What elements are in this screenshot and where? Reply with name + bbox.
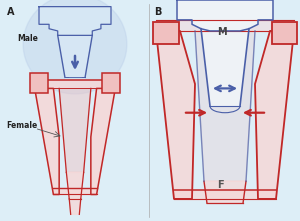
- FancyBboxPatch shape: [30, 73, 48, 93]
- Polygon shape: [39, 7, 111, 35]
- Polygon shape: [174, 190, 276, 199]
- Ellipse shape: [23, 0, 127, 94]
- Polygon shape: [195, 31, 255, 181]
- Polygon shape: [201, 29, 249, 106]
- Polygon shape: [177, 0, 273, 31]
- Bar: [153, 22, 178, 44]
- Polygon shape: [66, 172, 84, 199]
- Text: F: F: [218, 180, 224, 190]
- Text: A: A: [7, 7, 15, 17]
- Polygon shape: [35, 88, 59, 194]
- Polygon shape: [91, 88, 115, 194]
- Polygon shape: [156, 31, 195, 199]
- Polygon shape: [58, 35, 92, 77]
- Bar: [272, 22, 297, 44]
- Text: M: M: [218, 27, 227, 37]
- Polygon shape: [156, 20, 294, 31]
- Text: Male: Male: [17, 34, 38, 43]
- FancyBboxPatch shape: [102, 73, 120, 93]
- Polygon shape: [53, 188, 97, 194]
- Polygon shape: [204, 181, 246, 203]
- Polygon shape: [35, 80, 115, 88]
- Polygon shape: [255, 31, 294, 199]
- Polygon shape: [69, 199, 81, 214]
- Polygon shape: [59, 88, 91, 172]
- Text: B: B: [154, 7, 162, 17]
- Text: Female: Female: [6, 121, 37, 130]
